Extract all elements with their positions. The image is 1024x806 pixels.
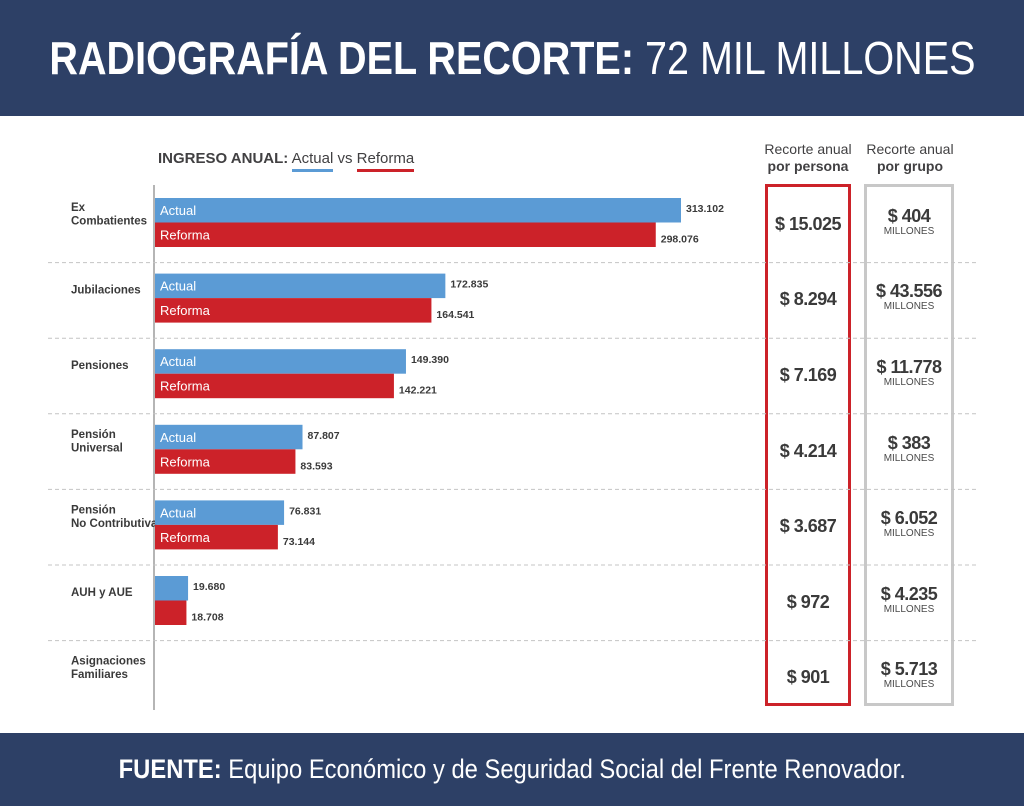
data-label: 172.835 xyxy=(450,279,488,291)
category-label: AUH y AUE xyxy=(71,587,133,599)
bar-reforma xyxy=(155,600,187,625)
recorte-grupo-unit: MILLONES xyxy=(883,603,935,615)
bar-actual-label: Actual xyxy=(160,279,196,294)
legend-vs: vs xyxy=(337,150,353,167)
recorte-persona-text: $ 4.214 xyxy=(779,440,837,461)
column-header-persona-line1: Recorte anual xyxy=(764,141,852,157)
recorte-persona-value: $ 901 xyxy=(765,667,851,688)
data-label: 149.390 xyxy=(411,354,449,366)
recorte-persona-text: $ 7.169 xyxy=(779,365,837,385)
title-bold: RADIOGRAFÍA DEL RECORTE: xyxy=(48,32,634,84)
recorte-grupo-unit: MILLONES xyxy=(883,528,935,540)
recorte-persona-value: $ 4.214 xyxy=(765,441,851,462)
recorte-persona-text: $ 15.025 xyxy=(774,213,842,234)
data-label: 73.144 xyxy=(283,536,315,548)
data-label: 142.221 xyxy=(399,385,437,397)
data-label: 83.593 xyxy=(300,460,332,472)
column-header-grupo-line2: por grupo xyxy=(876,158,944,174)
data-label: 19.680 xyxy=(193,581,225,593)
bar-actual-label: Actual xyxy=(160,203,196,218)
recorte-grupo-unit: MILLONES xyxy=(883,679,935,691)
recorte-grupo-text: $ 43.556 xyxy=(875,281,943,302)
bar-reforma-label: Reforma xyxy=(160,379,211,394)
recorte-persona-value: $ 7.169 xyxy=(765,365,851,386)
recorte-grupo-unit: MILLONES xyxy=(883,225,935,237)
bar-actual-label: Actual xyxy=(160,354,196,369)
recorte-grupo-value: $ 4.235 MILLONES xyxy=(864,584,954,615)
column-header-persona: Recorte anual por persona xyxy=(758,141,858,175)
category-label: Ex Combatientes xyxy=(71,202,147,228)
recorte-persona-text: $ 972 xyxy=(786,591,830,612)
recorte-persona-value: $ 972 xyxy=(765,592,851,613)
bar-reforma xyxy=(155,298,432,323)
category-label: Jubilaciones xyxy=(71,284,141,296)
legend-reforma: Reforma xyxy=(356,150,415,172)
bar-reforma xyxy=(155,449,296,474)
recorte-persona-text: $ 8.294 xyxy=(779,289,837,310)
recorte-grupo-value: $ 43.556 MILLONES xyxy=(864,281,954,312)
recorte-grupo-unit: MILLONES xyxy=(883,377,935,388)
recorte-grupo-unit: MILLONES xyxy=(883,301,935,313)
source-note: FUENTE: Equipo Económico y de Seguridad … xyxy=(118,754,905,785)
bar-actual xyxy=(155,500,285,525)
bar-reforma-label: Reforma xyxy=(160,303,211,318)
header-banner: RADIOGRAFÍA DEL RECORTE: 72 MIL MILLONES xyxy=(0,0,1024,116)
data-label: 18.708 xyxy=(191,612,223,624)
recorte-grupo-text: $ 404 xyxy=(887,205,931,226)
data-label: 87.807 xyxy=(308,430,340,442)
recorte-persona-value: $ 8.294 xyxy=(765,289,851,310)
bar-reforma xyxy=(155,222,656,247)
footer-banner: FUENTE: Equipo Económico y de Seguridad … xyxy=(0,733,1024,806)
legend-actual: Actual xyxy=(291,150,334,172)
bar-actual-label: Actual xyxy=(160,505,196,520)
recorte-grupo-text: $ 11.778 xyxy=(876,357,942,377)
column-header-grupo: Recorte anual por grupo xyxy=(860,141,960,175)
recorte-persona-value: $ 15.025 xyxy=(765,214,851,235)
page-title: RADIOGRAFÍA DEL RECORTE: 72 MIL MILLONES xyxy=(49,31,975,85)
recorte-grupo-value: $ 5.713 MILLONES xyxy=(864,659,954,690)
category-label: Pensiones xyxy=(71,360,129,372)
recorte-persona-text: $ 3.687 xyxy=(779,516,837,537)
data-label: 76.831 xyxy=(289,505,321,517)
bar-actual xyxy=(155,576,189,601)
recorte-grupo-value: $ 404 MILLONES xyxy=(864,206,954,237)
data-label: 164.541 xyxy=(436,309,474,321)
bar-actual xyxy=(155,349,406,374)
data-label: 298.076 xyxy=(661,234,699,246)
source-text: Equipo Económico y de Seguridad Social d… xyxy=(227,754,906,784)
bar-actual xyxy=(155,273,446,299)
recorte-grupo-value: $ 6.052 MILLONES xyxy=(864,508,954,539)
category-label: Pensión No Contributiva xyxy=(71,504,158,530)
persona-box xyxy=(765,184,851,706)
bar-reforma xyxy=(155,524,278,550)
recorte-grupo-unit: MILLONES xyxy=(883,452,935,464)
category-label: Asignaciones Familiares xyxy=(71,656,146,682)
recorte-grupo-value: $ 11.778 MILLONES xyxy=(864,357,954,388)
recorte-grupo-text: $ 383 xyxy=(887,432,931,453)
legend-prefix: INGRESO ANUAL: xyxy=(158,150,289,167)
recorte-persona-text: $ 901 xyxy=(786,667,830,688)
bar-actual xyxy=(155,424,303,450)
bar-reforma-label: Reforma xyxy=(160,530,211,545)
data-label: 313.102 xyxy=(686,203,724,215)
grupo-box xyxy=(864,184,954,706)
recorte-grupo-text: $ 4.235 xyxy=(880,583,938,604)
recorte-grupo-value: $ 383 MILLONES xyxy=(864,433,954,464)
column-header-persona-line2: por persona xyxy=(767,158,849,174)
category-label: Pensión Universal xyxy=(71,429,123,455)
bar-reforma-label: Reforma xyxy=(160,228,211,243)
column-header-grupo-line1: Recorte anual xyxy=(866,141,954,157)
recorte-grupo-text: $ 5.713 xyxy=(880,659,938,680)
bar-reforma-label: Reforma xyxy=(160,454,211,469)
source-label: FUENTE: xyxy=(118,754,222,784)
recorte-persona-value: $ 3.687 xyxy=(765,516,851,537)
bar-actual xyxy=(155,198,681,223)
recorte-grupo-text: $ 6.052 xyxy=(880,508,938,529)
legend: INGRESO ANUAL: Actual vs Reforma xyxy=(158,150,415,172)
bar-reforma xyxy=(155,373,394,399)
title-light: 72 MIL MILLONES xyxy=(644,32,976,84)
bar-actual-label: Actual xyxy=(160,430,196,445)
